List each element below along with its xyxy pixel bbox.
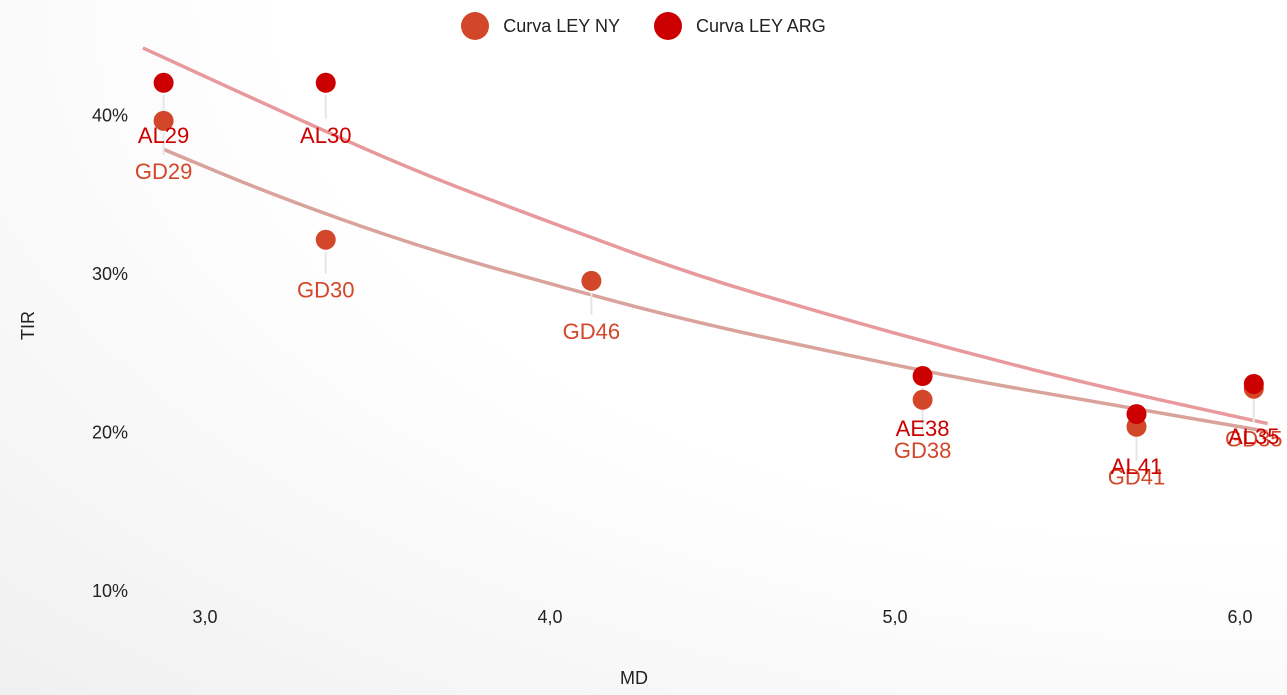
- data-point-al41: [1126, 404, 1147, 425]
- data-point-gd30: [315, 229, 336, 250]
- legend-item-ny[interactable]: Curva LEY NY: [461, 12, 620, 40]
- data-label-al41: AL41: [1111, 454, 1162, 479]
- data-point-al35: [1243, 373, 1264, 394]
- data-point-al29: [153, 72, 174, 93]
- data-point-gd46: [581, 270, 602, 291]
- y-tick-label: 40%: [92, 106, 128, 126]
- legend-label-ny: Curva LEY NY: [503, 15, 620, 36]
- trend-line-arg: [142, 46, 1268, 426]
- data-label-al35: AL35: [1228, 424, 1279, 449]
- x-axis-label: MD: [620, 668, 648, 688]
- x-tick-label: 3,0: [192, 607, 217, 627]
- data-label-al30: AL30: [300, 123, 351, 148]
- legend-marker-ny: [461, 12, 490, 40]
- data-point-gd29: [153, 110, 174, 131]
- legend: Curva LEY NY Curva LEY ARG: [0, 10, 1287, 42]
- x-tick-label: 4,0: [537, 607, 562, 627]
- data-point-gd38: [912, 389, 933, 410]
- data-label-gd46: GD46: [563, 319, 620, 344]
- trend-line-ny: [162, 147, 1268, 434]
- data-label-gd35: GD35: [1225, 427, 1282, 452]
- legend-marker-arg: [653, 12, 682, 40]
- data-point-ae38: [912, 366, 933, 387]
- x-tick-label: 5,0: [882, 607, 907, 627]
- data-label-gd30: GD30: [297, 278, 354, 303]
- data-label-gd41: GD41: [1108, 465, 1165, 490]
- legend-label-arg: Curva LEY ARG: [695, 15, 826, 36]
- data-label-ae38: AE38: [896, 416, 950, 441]
- data-label-gd38: GD38: [894, 438, 951, 463]
- data-point-al30: [315, 72, 336, 93]
- data-label-al29: AL29: [138, 123, 189, 148]
- y-tick-label: 30%: [92, 264, 128, 284]
- data-label-gd29: GD29: [135, 159, 192, 184]
- y-tick-label: 10%: [92, 581, 128, 601]
- x-tick-label: 6,0: [1227, 607, 1252, 627]
- legend-item-arg[interactable]: Curva LEY ARG: [653, 12, 826, 40]
- y-tick-label: 20%: [92, 423, 128, 443]
